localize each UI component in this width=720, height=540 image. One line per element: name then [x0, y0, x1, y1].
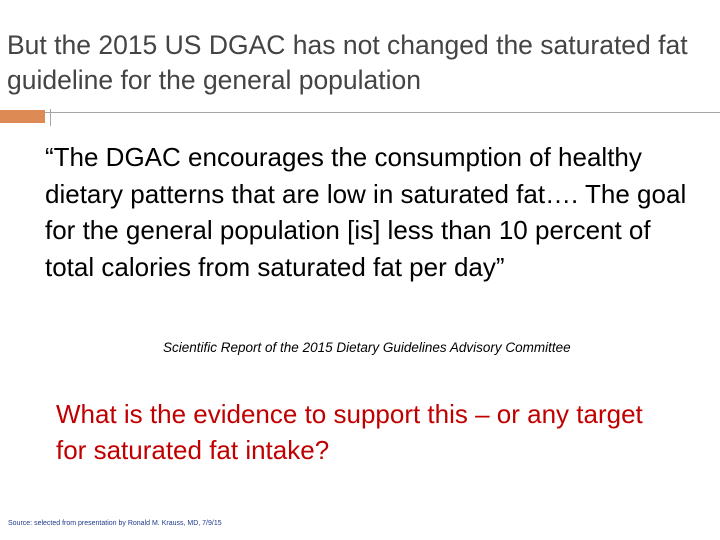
slide-title: But the 2015 US DGAC has not changed the…: [7, 30, 688, 95]
title-divider-accent: [0, 110, 45, 123]
source-note: Source: selected from presentation by Ro…: [8, 520, 222, 527]
dgac-quote: “The DGAC encourages the consumption of …: [45, 142, 687, 282]
title-divider-tick: [50, 109, 51, 126]
evidence-question: What is the evidence to support this – o…: [56, 399, 643, 465]
title-divider-line: [0, 112, 720, 113]
quote-citation: Scientific Report of the 2015 Dietary Gu…: [163, 340, 571, 355]
